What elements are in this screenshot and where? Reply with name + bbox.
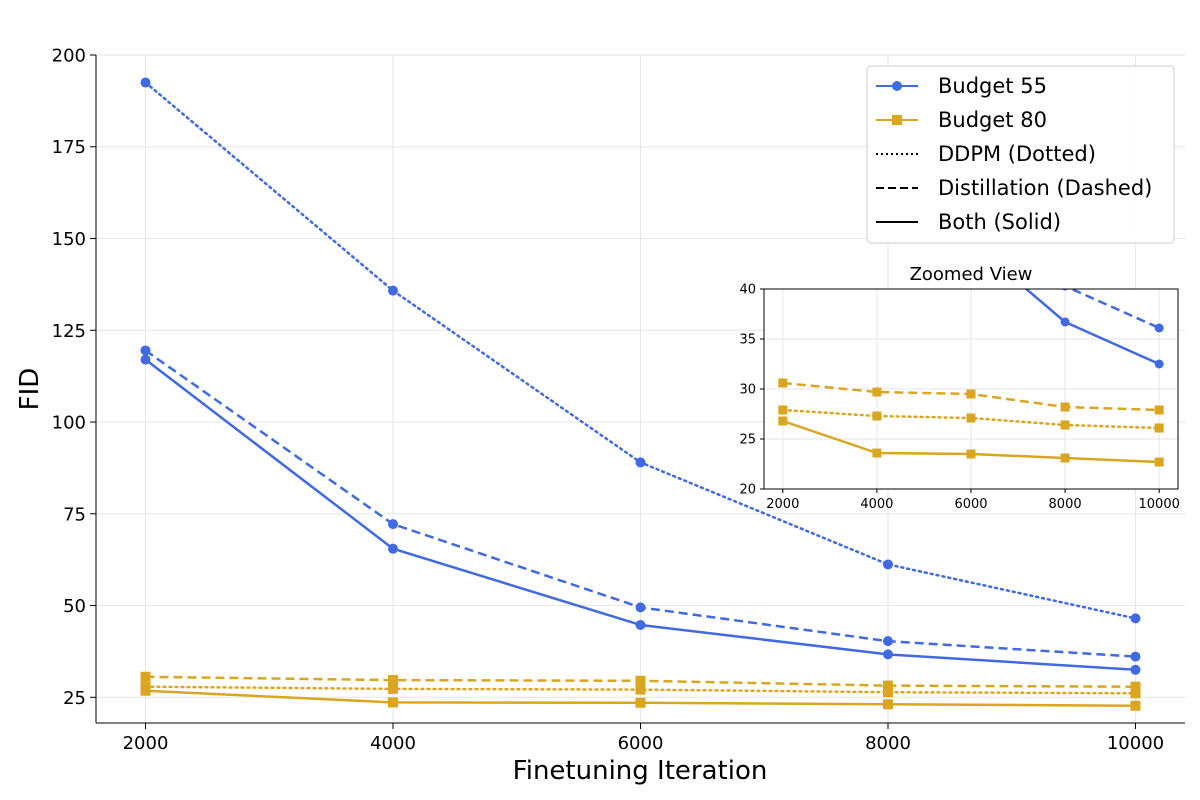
inset-point-4-4: [1154, 405, 1164, 415]
inset-point-5-2: [966, 449, 976, 459]
legend-marker-0: [892, 81, 902, 91]
main-point-5-1: [388, 697, 398, 708]
inset-xtick-label-8000: 8000: [1049, 497, 1082, 512]
main-point-5-3: [883, 699, 893, 710]
legend-marker-1: [892, 115, 902, 125]
inset-point-4-1: [872, 387, 882, 397]
inset-point-2-3: [1060, 317, 1070, 327]
main-x-ticks: 2000 4000 6000 8000 10000: [123, 723, 1164, 754]
inset-xtick-label-2000: 2000: [766, 497, 799, 512]
main-point-0-3: [883, 559, 893, 570]
inset-point-5-3: [1060, 453, 1070, 463]
main-point-1-1: [388, 519, 398, 530]
legend-box: [866, 65, 1175, 244]
inset-ytick-label-30: 30: [739, 383, 756, 398]
main-point-3-4: [1130, 688, 1141, 699]
main-point-3-3: [883, 687, 893, 698]
legend-items: Budget 55 Budget 80 DDPM (Dotted) Distillat…: [876, 74, 1152, 234]
main-point-5-2: [635, 697, 646, 708]
inset-point-2-4: [1154, 359, 1164, 369]
main-point-2-4: [1130, 664, 1141, 675]
main-point-5-0: [140, 685, 151, 696]
main-point-2-3: [883, 649, 893, 660]
main-point-1-4: [1130, 651, 1141, 662]
main-point-0-0: [140, 77, 151, 88]
main-xtick-label-4000: 4000: [370, 733, 416, 754]
main-point-4-2: [635, 675, 646, 686]
inset-point-2-1: [872, 30, 881, 39]
main-y-ticks: 25 50 75 100 125 150 175 200: [52, 45, 96, 709]
legend-label-4: Both (Solid): [938, 210, 1061, 234]
main-ytick-label-125: 125: [52, 321, 86, 342]
main-point-0-4: [1130, 613, 1141, 624]
inset-point-3-0: [778, 405, 788, 415]
main-ytick-label-100: 100: [52, 413, 86, 434]
inset-markers-group: [778, 30, 1164, 467]
inset-series-line-2: [1024, 289, 1160, 366]
inset-point-4-0: [778, 378, 788, 388]
inset-point-5-4: [1154, 457, 1164, 467]
inset-plot: 2000 4000 6000 8000 10000 20 25 30 35 40 Zoomed …: [739, 30, 1180, 512]
inset-point-1-4: [1154, 323, 1164, 333]
main-point-1-2: [635, 602, 646, 613]
inset-point-4-2: [966, 389, 976, 399]
main-markers-group: [140, 77, 1141, 711]
main-xtick-label-10000: 10000: [1107, 733, 1164, 754]
main-xtick-label-2000: 2000: [123, 733, 169, 754]
inset-point-5-1: [872, 448, 882, 458]
legend-label-3: Distillation (Dashed): [938, 176, 1152, 200]
main-ytick-label-50: 50: [63, 596, 86, 617]
inset-ytick-label-35: 35: [739, 333, 756, 348]
main-point-0-1: [388, 285, 398, 296]
legend-label-2: DDPM (Dotted): [938, 142, 1096, 166]
main-point-4-1: [388, 675, 398, 686]
main-ytick-label-25: 25: [63, 688, 86, 709]
main-xtick-label-6000: 6000: [618, 733, 664, 754]
inset-ytick-label-40: 40: [739, 283, 756, 298]
main-ytick-label-175: 175: [52, 137, 86, 158]
main-point-3-1: [388, 683, 398, 694]
inset-point-4-3: [1060, 402, 1070, 412]
main-point-1-3: [883, 636, 893, 647]
main-point-4-0: [140, 671, 151, 682]
main-xtick-label-8000: 8000: [865, 733, 911, 754]
legend-label-0: Budget 55: [938, 74, 1047, 98]
main-point-3-2: [635, 684, 646, 695]
main-plot: 2000 4000 6000 8000 10000 25 50 75 100 125 150 175…: [15, 45, 1185, 786]
inset-ytick-label-20: 20: [739, 483, 756, 498]
inset-xtick-label-10000: 10000: [1139, 497, 1180, 512]
inset-x-ticks: 2000 4000 6000 8000 10000: [766, 489, 1180, 512]
inset-xtick-label-6000: 6000: [954, 497, 987, 512]
main-point-4-3: [883, 680, 893, 691]
x-axis-label: Finetuning Iteration: [513, 756, 768, 786]
y-axis-label: FID: [15, 368, 45, 411]
inset-point-3-1: [872, 411, 882, 421]
main-point-2-0: [140, 354, 151, 365]
inset-y-ticks: 20 25 30 35 40: [739, 283, 764, 498]
main-point-2-1: [388, 543, 398, 554]
inset-point-3-3: [1060, 420, 1070, 430]
inset-xtick-label-4000: 4000: [860, 497, 893, 512]
inset-ytick-label-25: 25: [739, 433, 756, 448]
legend-label-1: Budget 80: [938, 108, 1047, 132]
main-point-4-4: [1130, 681, 1141, 692]
main-ytick-label-200: 200: [52, 45, 86, 66]
legend: Budget 55 Budget 80 DDPM (Dotted) Distillat…: [866, 65, 1175, 244]
inset-title: Zoomed View: [910, 264, 1033, 285]
main-point-1-0: [140, 345, 151, 356]
main-point-0-2: [635, 457, 646, 468]
inset-point-3-4: [1154, 423, 1164, 433]
main-point-2-2: [635, 620, 646, 631]
main-point-5-4: [1130, 700, 1141, 711]
inset-point-3-2: [966, 413, 976, 423]
inset-point-5-0: [778, 416, 788, 426]
main-ytick-label-75: 75: [63, 504, 86, 525]
main-ytick-label-150: 150: [52, 229, 86, 250]
